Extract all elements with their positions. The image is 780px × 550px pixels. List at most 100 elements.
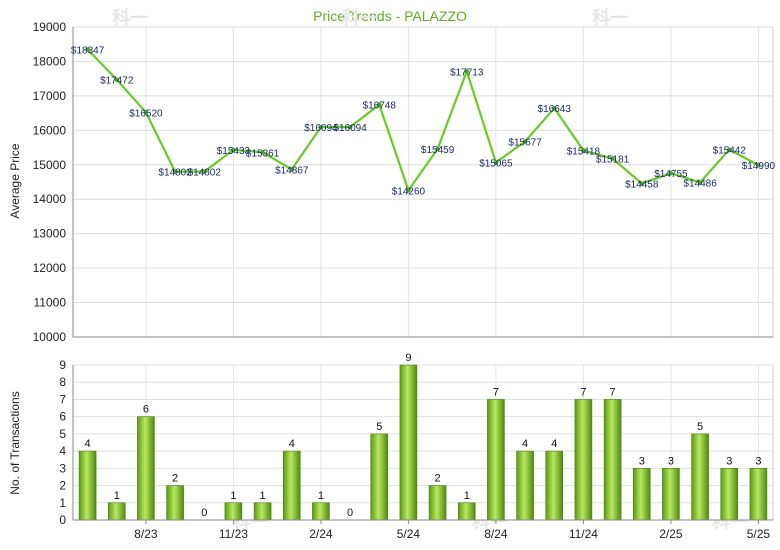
price-tick-label: 11000 [34, 296, 67, 310]
x-tick-label: 5/24 [397, 527, 421, 541]
price-value-label: $15459 [421, 145, 455, 156]
transaction-count-label: 3 [668, 455, 674, 467]
transaction-bar [370, 433, 389, 521]
watermark: 科一 [112, 7, 148, 28]
transaction-bar [632, 468, 651, 521]
price-tick-label: 10000 [33, 330, 67, 344]
x-tick-label: 5/25 [747, 527, 771, 541]
transaction-bar [224, 502, 243, 521]
price-grid: 10000 11000 12000 13000 14000 15000 16000 17000… [33, 20, 774, 344]
transaction-bar [166, 485, 184, 521]
transaction-count-label: 5 [376, 421, 382, 433]
transaction-count-label: 4 [522, 438, 528, 450]
price-tick-label: 12000 [33, 261, 67, 275]
transaction-bar [720, 468, 739, 521]
price-value-label: $17472 [100, 76, 134, 87]
data-labels: $18347 $17472 $16520 $14802$14802 $15433$153… [71, 45, 776, 197]
price-point [610, 156, 615, 161]
price-value-label: $14802 [188, 168, 222, 179]
transactions-tick-label: 3 [59, 461, 66, 475]
transaction-bar [457, 502, 476, 521]
price-value-label: $18347 [71, 45, 105, 56]
price-value-label: $15065 [479, 159, 513, 170]
price-point [114, 77, 119, 82]
price-value-label: $14486 [683, 178, 717, 189]
price-tick-label: 15000 [33, 158, 67, 172]
price-value-label: $15181 [596, 155, 630, 166]
price-value-label: $16748 [363, 101, 397, 112]
price-value-label: $14458 [625, 179, 659, 190]
price-tick-label: 17000 [33, 89, 67, 103]
transaction-bar [487, 399, 505, 521]
price-point [756, 162, 761, 168]
transaction-count-label: 7 [493, 386, 499, 398]
price-tick-label: 13000 [33, 227, 67, 241]
price-value-label: $17713 [450, 67, 484, 78]
price-point [435, 146, 440, 152]
price-value-label: $16094 [333, 123, 367, 134]
price-value-label: $14260 [392, 186, 426, 197]
price-value-label: $15418 [567, 146, 601, 157]
transaction-count-label: 0 [347, 507, 353, 519]
price-value-label: $16094 [304, 123, 338, 134]
price-point [639, 181, 644, 186]
price-point [318, 124, 324, 130]
transactions-tick-label: 4 [59, 444, 66, 458]
price-plot-area [72, 26, 774, 338]
transaction-bars: 4 1 6 2 0 1 1 4 1 0 5 9 2 1 7 4 4 7 7 3 3 5 3 3 [78, 352, 768, 521]
price-point [727, 147, 732, 152]
price-point [377, 102, 382, 107]
price-point [493, 160, 499, 165]
transaction-bar [78, 450, 97, 521]
x-tick-label: 8/23 [134, 527, 158, 541]
transaction-count-label: 0 [201, 507, 207, 519]
price-value-label: $16520 [129, 108, 163, 119]
transactions-tick-label: 2 [59, 479, 66, 493]
price-point [347, 124, 353, 130]
price-value-label: $15433 [217, 146, 251, 157]
transaction-count-label: 4 [85, 438, 91, 450]
transaction-bar [749, 468, 768, 521]
transaction-bar [399, 364, 418, 521]
transaction-count-label: 3 [726, 455, 732, 467]
transactions-tick-label: 6 [59, 410, 66, 424]
price-point [668, 171, 674, 176]
price-point [522, 139, 528, 144]
watermark: 科一 [342, 7, 378, 28]
price-value-label: $14990 [742, 161, 776, 172]
transaction-count-label: 9 [405, 352, 411, 364]
price-value-label: $16643 [538, 104, 572, 115]
transaction-count-label: 3 [639, 455, 645, 467]
price-value-label: $15361 [246, 148, 280, 159]
price-tick-label: 14000 [33, 192, 67, 206]
chart-title: Price Trends - PALAZZO [313, 8, 467, 24]
transactions-tick-label: 7 [59, 392, 66, 406]
price-tick-label: 18000 [33, 54, 67, 68]
price-point [231, 147, 236, 153]
transactions-tick-label: 0 [59, 513, 66, 527]
transaction-bar [428, 485, 447, 521]
price-point [172, 169, 178, 174]
transaction-bar [282, 450, 301, 521]
x-tick-label: 8/24 [484, 527, 508, 541]
price-value-label: $14802 [158, 168, 192, 179]
price-point [552, 105, 557, 111]
transaction-bar [107, 502, 126, 521]
price-point [202, 169, 207, 174]
transaction-bar [516, 450, 534, 521]
axes: 8/23 11/23 2/24 5/24 8/24 11/24 2/25 5/25 [72, 27, 773, 541]
price-point [143, 110, 149, 115]
transactions-tick-label: 8 [59, 375, 66, 389]
price-series-line [86, 48, 759, 192]
price-value-label: $15677 [508, 137, 542, 148]
transaction-bar [691, 433, 709, 521]
price-tick-label: 16000 [33, 123, 67, 137]
transaction-bar [603, 399, 622, 521]
transaction-count-label: 1 [260, 490, 266, 502]
transaction-count-label: 7 [610, 386, 616, 398]
transaction-count-label: 2 [435, 473, 441, 485]
price-point [464, 69, 469, 74]
transactions-grid: 0 1 2 3 4 5 6 7 8 9 [59, 358, 774, 527]
transaction-count-label: 2 [172, 473, 178, 485]
transactions-tick-label: 1 [59, 496, 66, 510]
